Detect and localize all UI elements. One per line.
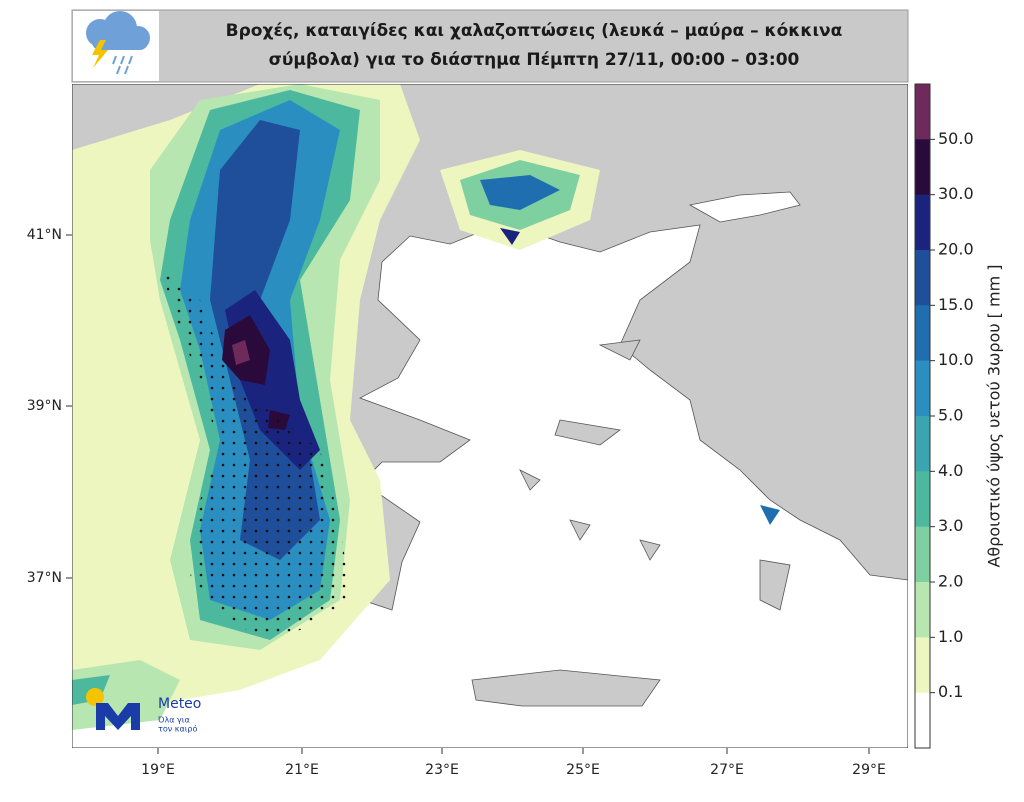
- title-line: σύμβολα) για το διάστημα Πέμπτη 27/11, 0…: [269, 50, 800, 70]
- colorbar-segment: [915, 194, 930, 251]
- colorbar-segment: [915, 526, 930, 583]
- colorbar-tick-label: 30.0: [938, 184, 974, 203]
- logo-tagline: τον καιρό: [158, 724, 197, 734]
- colorbar-tick-label: 50.0: [938, 129, 974, 148]
- colorbar-tick-label: 15.0: [938, 295, 974, 314]
- header-box: [71, 9, 909, 83]
- colorbar-segment: [915, 305, 930, 362]
- logo-tagline: Όλα για: [157, 715, 190, 725]
- colorbar-tick-label: 3.0: [938, 516, 963, 535]
- colorbar-tick-label: 20.0: [938, 240, 974, 259]
- x-tick-label: 23°E: [425, 762, 459, 778]
- colorbar-tick-label: 0.1: [938, 682, 963, 701]
- colorbar-label: Αθροιστικό ύψος υετού 3ωρου [ mm ]: [985, 264, 1004, 567]
- colorbar-segment: [915, 471, 930, 528]
- x-tick-label: 19°E: [141, 762, 175, 778]
- colorbar-tick-label: 2.0: [938, 572, 963, 591]
- map: [72, 84, 908, 748]
- y-tick-label: 39°N: [27, 398, 62, 414]
- colorbar-tick-label: 10.0: [938, 350, 974, 369]
- colorbar-segment: [915, 250, 930, 306]
- x-tick-label: 29°E: [852, 762, 886, 778]
- colorbar: 50.0 30.0 20.0 15.0 10.0 5.0 4.0 3.0 2.0 1.0 0.1: [914, 83, 974, 749]
- y-tick-label: 37°N: [27, 570, 62, 586]
- logo-name: Meteo: [158, 696, 201, 712]
- colorbar-segment: [915, 139, 930, 196]
- colorbar-segment: [915, 582, 930, 638]
- x-tick-label: 21°E: [285, 762, 319, 778]
- colorbar-segment: [915, 637, 930, 694]
- x-tick-label: 27°E: [710, 762, 744, 778]
- logo: Meteo Όλα για τον καιρό: [86, 688, 201, 734]
- x-tick-label: 25°E: [566, 762, 600, 778]
- colorbar-segment: [915, 84, 930, 140]
- colorbar-segment: [915, 416, 930, 472]
- y-tick-label: 41°N: [27, 227, 62, 243]
- colorbar-tick-label: 1.0: [938, 627, 963, 646]
- title-line: Βροχές, καταιγίδες και χαλαζοπτώσεις (λε…: [226, 21, 843, 41]
- colorbar-tick-label: 5.0: [938, 406, 963, 425]
- colorbar-segment: [915, 360, 930, 417]
- weather-icon: [86, 11, 150, 75]
- colorbar-segment: [915, 692, 930, 749]
- colorbar-tick-label: 4.0: [938, 461, 963, 480]
